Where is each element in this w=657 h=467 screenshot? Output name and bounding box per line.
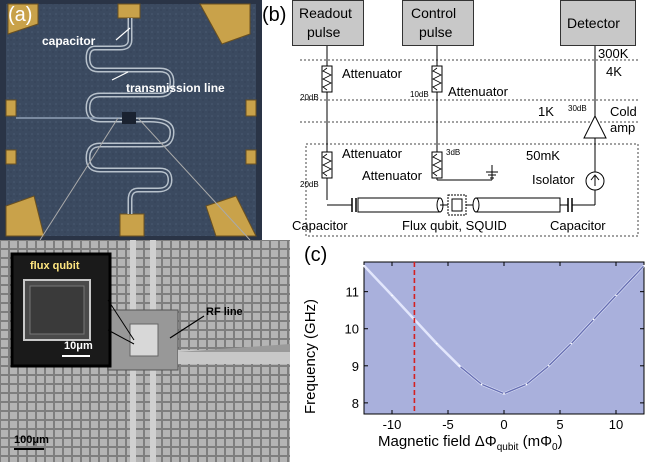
inset-label: flux qubit xyxy=(30,260,80,272)
attenuator-val-4: 3dB xyxy=(446,148,461,157)
attenuator-val-2: 10dB xyxy=(410,90,429,99)
x-axis-label-main: Magnetic field ΔΦ xyxy=(378,433,497,450)
capacitor-label: capacitor xyxy=(42,34,96,48)
spectrum-point xyxy=(548,365,550,367)
readout-pulse-box: Readout pulse xyxy=(292,0,364,46)
detector-label: Detector xyxy=(567,15,620,31)
spectrum-point xyxy=(503,392,505,395)
spectrum-point xyxy=(592,318,595,321)
stage-1k: 1K xyxy=(538,104,554,119)
x-tick-label: 10 xyxy=(609,417,623,432)
y-tick-label: 11 xyxy=(346,285,360,300)
panel-c-label: (c) xyxy=(304,244,328,266)
spectrum-point xyxy=(363,264,365,267)
control-line2: pulse xyxy=(419,24,453,40)
panel-a-chip-photo: (a) capacitor transmission line xyxy=(0,0,262,241)
spectrum-plot: -10 -5 0 5 10 8 9 10 11 xyxy=(345,261,645,432)
spectrum-point xyxy=(643,264,645,267)
y-tick-label: 9 xyxy=(352,359,359,374)
detector-box: Detector xyxy=(560,0,636,46)
readout-line2: pulse xyxy=(307,24,341,40)
attenuator-label-1: Attenuator xyxy=(342,66,402,81)
chip-micrograph xyxy=(0,0,262,241)
attenuator-val-1: 20dB xyxy=(300,93,319,102)
inset-scale-label: 10μm xyxy=(64,340,93,352)
x-axis-label-close: ) xyxy=(557,433,563,450)
scale-bar-label: 100μm xyxy=(14,434,49,446)
attenuator-label-4: Attenuator xyxy=(362,168,422,183)
x-axis-label-unit: (mΦ xyxy=(518,433,553,450)
control-pulse-box: Control pulse xyxy=(402,0,474,46)
spectrum-point xyxy=(480,383,483,386)
x-tick-label: 5 xyxy=(556,417,563,432)
plot-background xyxy=(363,261,645,415)
wiring-diagram xyxy=(300,44,640,237)
isolator-label: Isolator xyxy=(532,172,575,187)
attenuator-val-3: 20dB xyxy=(300,180,319,189)
attenuator-label-3: Attenuator xyxy=(342,146,402,161)
panel-a-sem-image: flux qubit 10μm RF line 100μm xyxy=(0,240,290,462)
spectrum-point xyxy=(391,294,393,297)
transmission-line-label: transmission line xyxy=(126,81,225,95)
x-tick-label: -5 xyxy=(442,417,454,432)
x-axis-label-unit-sub: 0 xyxy=(552,442,558,453)
spectrum-point xyxy=(525,383,528,386)
capacitor-left-label: Capacitor xyxy=(292,218,348,233)
stage-4k: 4K xyxy=(606,64,622,79)
y-tick-label: 10 xyxy=(345,322,359,337)
rf-line-label: RF line xyxy=(206,306,243,318)
readout-line1: Readout xyxy=(299,5,352,21)
panel-a-label: (a) xyxy=(8,4,33,26)
x-tick-label: -10 xyxy=(383,417,402,432)
attenuator-label-2: Attenuator xyxy=(448,84,508,99)
y-tick-label: 8 xyxy=(352,396,359,411)
cold-amp-line2: amp xyxy=(610,120,636,135)
spectrum-point xyxy=(570,342,572,345)
control-line1: Control xyxy=(411,5,457,21)
sem-micrograph xyxy=(0,240,290,462)
stage-50mk: 50mK xyxy=(526,148,560,163)
spectrum-point xyxy=(436,342,438,345)
cold-amp-line1: Cold xyxy=(610,104,637,119)
qubit-label: Flux qubit, SQUID xyxy=(402,218,507,233)
panel-b-label: (b) xyxy=(262,4,287,26)
x-axis-label-sub: qubit xyxy=(496,442,519,453)
x-axis-label: Magnetic field ΔΦqubit (mΦ0) xyxy=(378,433,563,453)
stage-300k: 300K xyxy=(598,46,629,61)
capacitor-right-label: Capacitor xyxy=(550,218,606,233)
spectrum-point xyxy=(458,365,460,367)
x-tick-label: 0 xyxy=(500,417,507,432)
attenuator-val-5: 30dB xyxy=(568,104,587,113)
spectrum-point xyxy=(615,294,617,297)
panel-b-wiring: (b) xyxy=(262,0,657,245)
y-axis-label: Frequency (GHz) xyxy=(302,298,319,414)
panel-c-spectrum: (c) -10 -5 0 5 10 8 9 10 11 Frequency (GHz) Magn… xyxy=(300,240,657,462)
